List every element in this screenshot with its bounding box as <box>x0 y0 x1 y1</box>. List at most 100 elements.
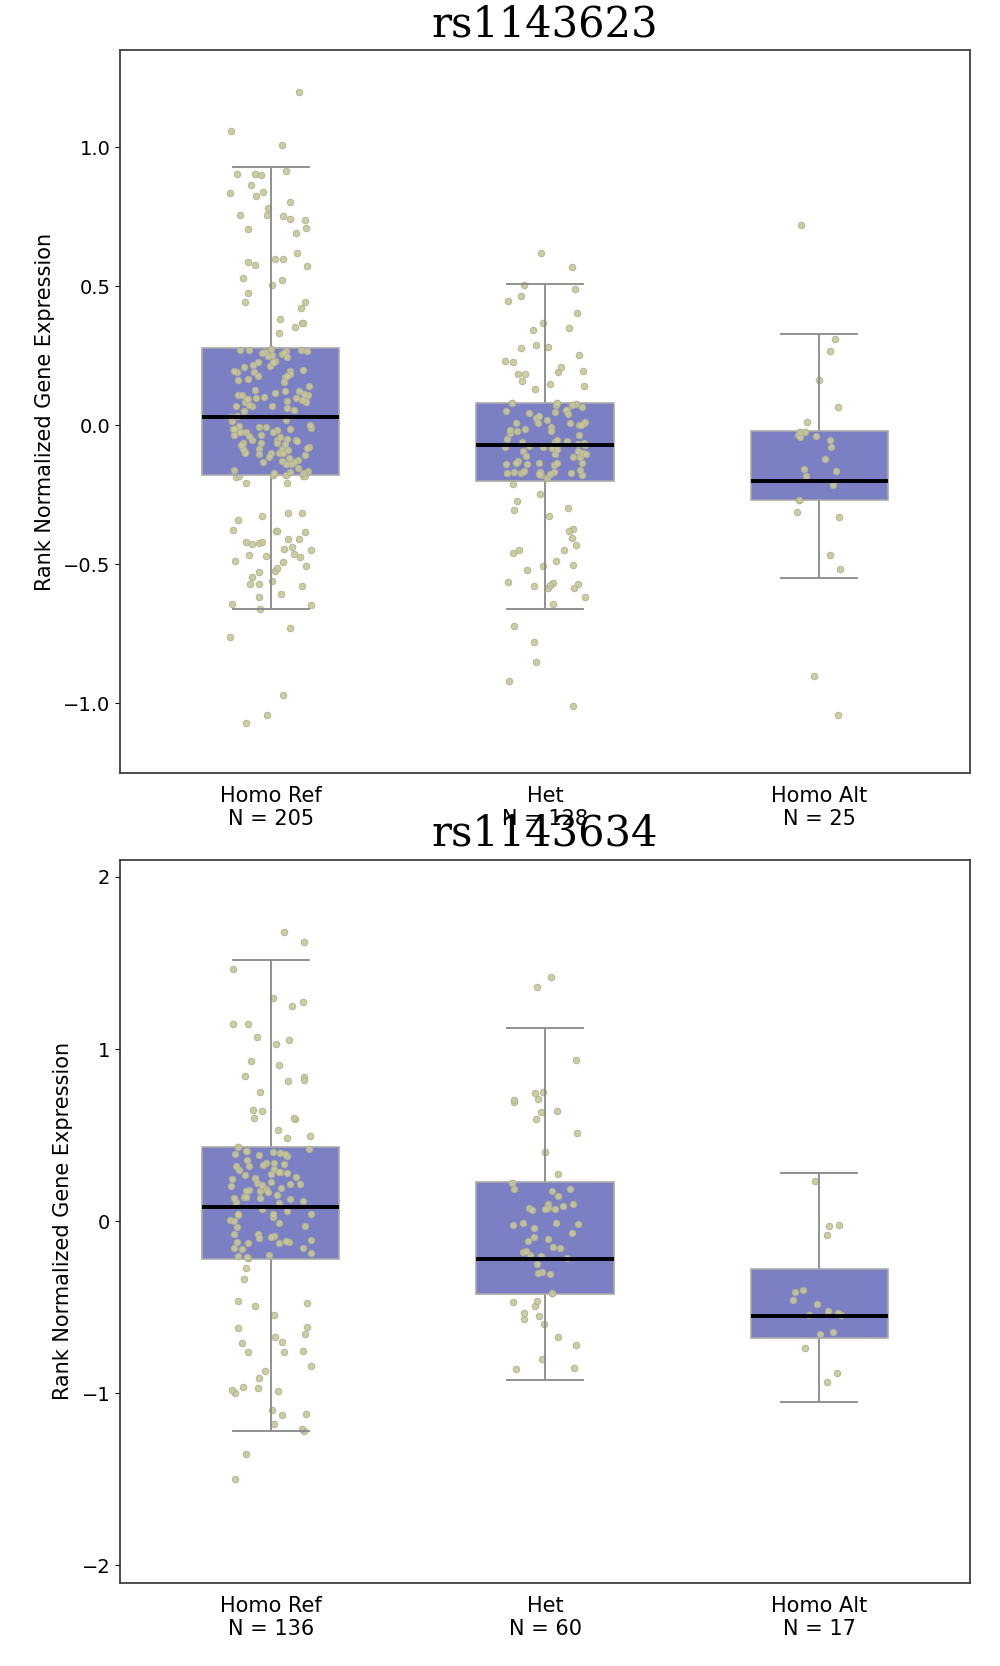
Point <box>245 352 261 378</box>
Point <box>286 448 302 475</box>
Point <box>540 333 556 360</box>
Point <box>807 1168 823 1195</box>
Point <box>528 648 544 675</box>
Point <box>505 471 521 498</box>
Point <box>240 280 256 307</box>
Point <box>513 460 529 486</box>
Point <box>542 460 558 486</box>
Point <box>248 183 264 210</box>
Point <box>237 440 253 466</box>
Point <box>558 397 574 423</box>
Point <box>504 1170 520 1196</box>
Point <box>267 1323 283 1349</box>
Point <box>257 1358 273 1384</box>
Point <box>260 1178 276 1205</box>
Point <box>250 1374 266 1401</box>
Point <box>282 205 298 232</box>
Point <box>229 403 245 430</box>
Point <box>241 392 257 418</box>
Point <box>237 388 253 415</box>
Point <box>228 393 244 420</box>
Point <box>271 1230 287 1256</box>
Point <box>227 1379 243 1406</box>
Point <box>232 337 248 363</box>
Point <box>256 385 272 412</box>
Point <box>255 178 271 205</box>
Point <box>574 461 590 488</box>
Point <box>553 355 569 382</box>
Point <box>223 1173 239 1200</box>
Point <box>225 1010 241 1036</box>
Point <box>269 416 285 443</box>
Point <box>278 338 294 365</box>
Point <box>278 407 294 433</box>
Point <box>550 1160 566 1186</box>
Point <box>568 531 584 558</box>
Point <box>262 353 278 380</box>
Point <box>267 245 283 272</box>
Point <box>250 1221 266 1248</box>
Point <box>265 985 281 1011</box>
Point <box>222 1206 238 1233</box>
Point <box>576 430 592 456</box>
Point <box>515 438 531 465</box>
Point <box>565 1191 581 1218</box>
Point <box>540 1195 556 1221</box>
Point <box>263 440 279 466</box>
Point <box>535 433 551 460</box>
Point <box>267 558 283 585</box>
Point <box>535 433 551 460</box>
Point <box>247 1165 263 1191</box>
Point <box>539 407 555 433</box>
Point <box>537 1195 553 1221</box>
Point <box>235 265 251 292</box>
Point <box>267 348 283 375</box>
Point <box>272 425 288 451</box>
Point <box>576 430 592 456</box>
Point <box>501 668 517 695</box>
Point <box>241 423 257 450</box>
Point <box>251 571 267 598</box>
Point <box>274 132 290 158</box>
Point <box>560 400 576 426</box>
Point <box>524 1196 540 1223</box>
Point <box>297 1213 313 1240</box>
Bar <box>751 431 888 500</box>
Point <box>506 1176 522 1203</box>
Point <box>265 348 281 375</box>
Point <box>244 393 260 420</box>
Point <box>792 418 808 445</box>
Point <box>273 1175 289 1201</box>
Point <box>243 172 259 198</box>
Point <box>498 398 514 425</box>
Point <box>282 188 298 215</box>
Point <box>547 1196 563 1223</box>
Point <box>303 591 319 618</box>
Point <box>229 358 245 385</box>
Point <box>288 385 304 412</box>
Point <box>822 337 838 363</box>
Point <box>244 426 260 453</box>
Point <box>251 435 267 461</box>
Point <box>567 277 583 303</box>
Point <box>533 1243 549 1269</box>
Point <box>257 338 273 365</box>
Point <box>237 388 253 415</box>
Point <box>269 1183 285 1210</box>
Point <box>562 410 578 436</box>
Point <box>228 463 244 490</box>
Point <box>282 1186 298 1213</box>
Point <box>510 360 526 387</box>
Point <box>271 1190 287 1216</box>
Point <box>545 1235 561 1261</box>
Point <box>295 1338 311 1364</box>
Point <box>547 1196 563 1223</box>
Point <box>238 420 254 446</box>
Bar <box>476 1181 614 1293</box>
Point <box>527 377 543 403</box>
Point <box>266 348 282 375</box>
Point <box>520 1228 536 1254</box>
Point <box>272 1140 288 1166</box>
Point <box>234 1329 250 1356</box>
Point <box>549 426 565 453</box>
